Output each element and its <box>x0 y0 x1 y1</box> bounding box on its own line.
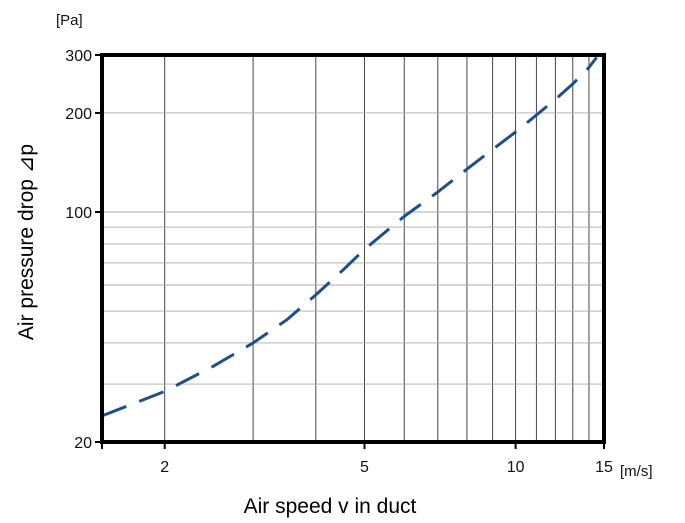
y-tick-label: 100 <box>65 205 92 222</box>
series-line-layer <box>101 56 598 418</box>
x-axis-title: Air speed v in duct <box>244 495 417 518</box>
y-unit-label: [Pa] <box>56 12 83 29</box>
x-tick-label: 5 <box>360 459 369 476</box>
x-tick-label: 15 <box>595 459 613 476</box>
y-tick-label: 200 <box>65 106 92 123</box>
y-tick-label: 300 <box>65 48 92 65</box>
x-tick-label: 2 <box>160 459 169 476</box>
tick-layer: 2 5 10 15 20 100 200 300 <box>65 48 613 476</box>
y-axis-title: Air pressure drop ⊿p <box>15 144 38 340</box>
x-tick-label: 10 <box>507 459 525 476</box>
y-tick-label: 20 <box>74 435 92 452</box>
grid-layer <box>102 55 604 442</box>
x-unit-label: [m/s] <box>620 463 653 480</box>
pressure-drop-curve <box>101 56 598 418</box>
plot-frame <box>100 53 606 444</box>
